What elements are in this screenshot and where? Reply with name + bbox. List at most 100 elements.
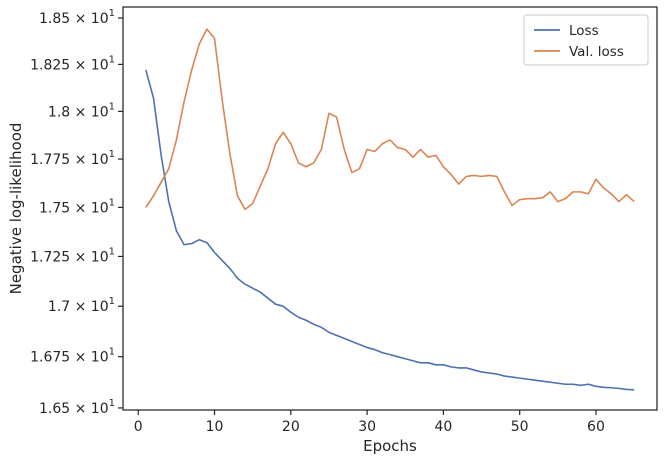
data-point [412,360,414,362]
data-point [389,139,391,141]
y-tick-mantissa: 1.75 × 10 [39,200,109,216]
y-tick-exponent: 1 [109,197,115,208]
data-point [549,191,551,193]
legend: Loss Val. loss [523,14,649,66]
data-point [274,303,276,305]
y-tick-mantissa: 1.675 × 10 [30,350,109,366]
data-point [404,358,406,360]
data-point [290,311,292,313]
data-point [221,99,223,101]
data-point [541,196,543,198]
data-point [381,351,383,353]
plot-frame [122,6,658,411]
data-point [267,297,269,299]
legend-label: Loss [569,23,599,39]
data-point [358,343,360,345]
y-tick-mantissa: 1.8 × 10 [48,104,109,120]
data-point [450,173,452,175]
y-tick-label: 1.65 × 101 [39,398,115,417]
data-point [297,316,299,318]
y-tick-label: 1.85 × 101 [39,8,115,27]
data-point [625,388,627,390]
data-point [541,380,543,382]
y-tick-exponent: 1 [109,398,115,409]
data-point [442,166,444,168]
data-point [183,243,185,245]
y-tick-exponent: 1 [109,149,115,160]
data-point [518,377,520,379]
data-point [198,43,200,45]
data-point [435,364,437,366]
data-point [473,369,475,371]
data-point [488,372,490,374]
legend-box [523,14,649,66]
data-point [282,305,284,307]
data-point [526,197,528,199]
data-point [190,242,192,244]
data-point [244,208,246,210]
data-point [610,387,612,389]
data-point [305,166,307,168]
data-point [335,334,337,336]
data-point [259,291,261,293]
data-point [374,348,376,350]
data-point [206,28,208,30]
data-point [366,148,368,150]
data-point [602,187,604,189]
data-point [236,195,238,197]
x-tick-label: 60 [587,419,605,435]
data-point [206,241,208,243]
data-point [503,375,505,377]
series-layer [145,28,635,391]
data-point [251,202,253,204]
data-point [152,97,154,99]
data-point [595,178,597,180]
data-point [404,148,406,150]
data-point [229,152,231,154]
y-tick-label: 1.825 × 101 [30,54,115,73]
data-point [580,384,582,386]
y-tick-exponent: 1 [109,54,115,65]
y-tick-mantissa: 1.7 × 10 [48,299,109,315]
y-tick-label: 1.75 × 101 [39,197,115,216]
data-point [175,230,177,232]
legend-item: Val. loss [534,44,624,60]
data-point [274,143,276,145]
data-point [564,383,566,385]
data-point [320,326,322,328]
y-tick-label: 1.7 × 101 [48,296,115,315]
data-point [610,193,612,195]
data-point [343,148,345,150]
data-point [427,156,429,158]
x-tick-label: 10 [206,419,224,435]
data-point [549,381,551,383]
data-point [190,69,192,71]
data-point [557,382,559,384]
y-tick-mantissa: 1.65 × 10 [39,401,109,417]
data-point [366,346,368,348]
data-point [381,143,383,145]
data-point [160,181,162,183]
data-point [526,378,528,380]
data-point [244,283,246,285]
data-point [221,259,223,261]
data-point [511,204,513,206]
data-point [389,353,391,355]
series-line-loss [145,69,635,391]
data-point [351,171,353,173]
series-line-val-loss [145,28,635,211]
data-point [580,191,582,193]
x-axis-label: Epochs [363,437,417,455]
data-point [503,191,505,193]
data-point [442,364,444,366]
data-point [251,287,253,289]
data-point [633,200,635,202]
y-tick-label: 1.8 × 101 [48,101,115,120]
data-point [198,239,200,241]
data-point [236,277,238,279]
y-tick-mantissa: 1.825 × 10 [30,57,109,73]
data-point [587,383,589,385]
y-axis-label: Negative log-likelihood [7,123,25,295]
data-point [145,69,147,71]
